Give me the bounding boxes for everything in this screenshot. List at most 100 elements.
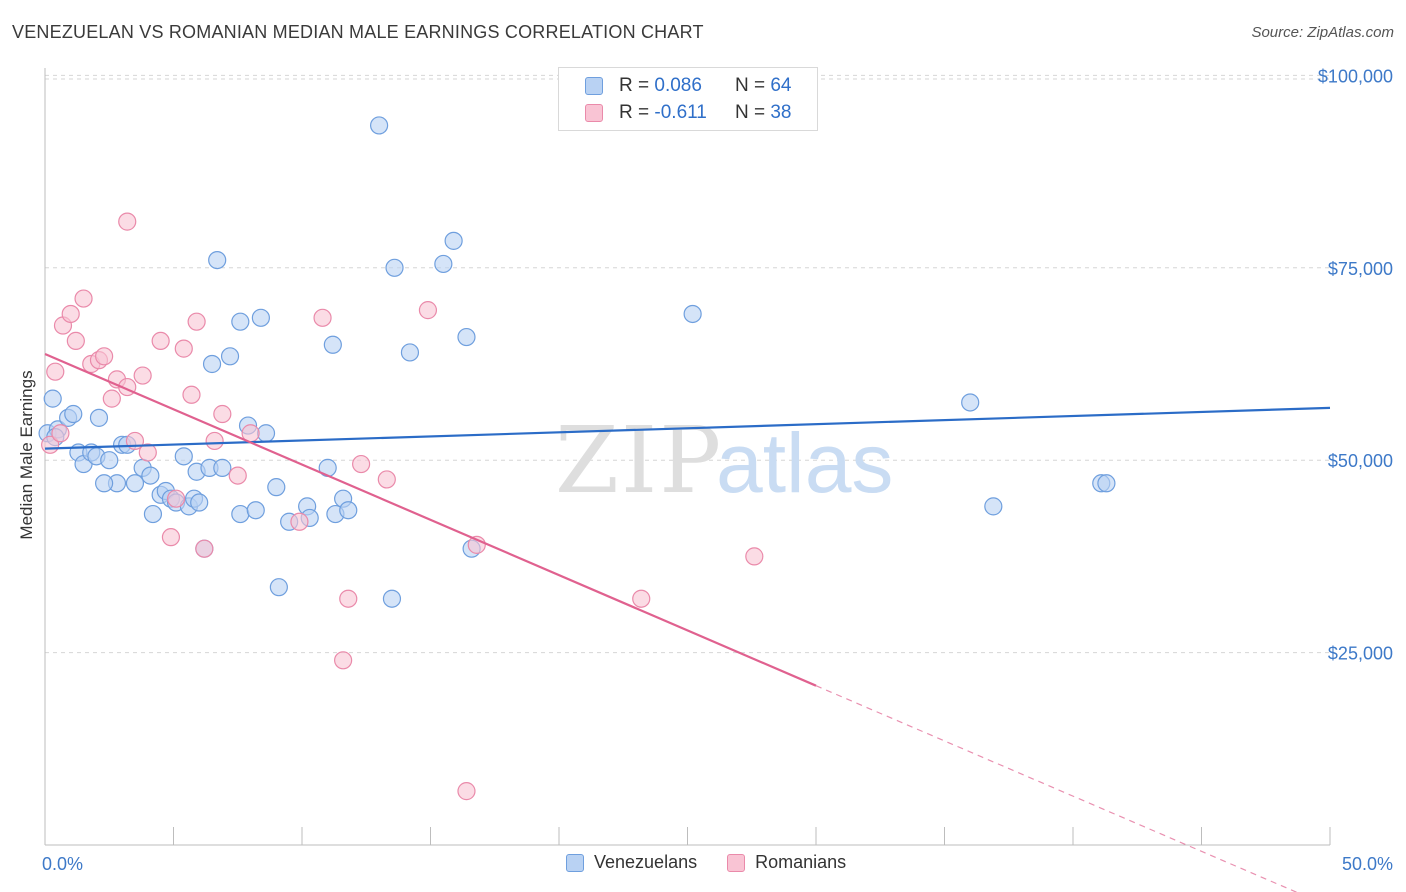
romanians-point [632,589,651,608]
y-tick-label: $50,000 [1328,451,1393,471]
romanians-point [138,443,157,462]
legend-r-label: R = [619,102,650,123]
venezuelans-point [444,231,463,250]
venezuelans-point [323,335,342,354]
venezuelans-point [143,504,163,524]
watermark: ZIP atlas [555,407,893,514]
y-tick-label: $75,000 [1328,259,1393,279]
romanians-points [41,212,764,801]
romanians-point [195,539,214,558]
romanians-point [290,512,309,531]
legend-r-label: R = [619,75,650,96]
romanians-point [61,304,80,324]
legend-row-venezuelans: R = 0.086 N = 64 [585,74,791,98]
legend-item-romanians: Romanians [727,852,846,873]
venezuelans-point [208,250,227,270]
venezuelans-point [64,404,83,424]
romanians-point [74,289,93,308]
venezuelans-swatch [585,77,603,95]
legend-n-value: 64 [770,75,792,96]
series-legend: Venezuelans Romanians [566,852,876,873]
legend-r-value: 0.086 [654,75,702,96]
y-tick-label: $100,000 [1318,66,1393,86]
romanians-point [228,466,247,485]
legend-n-label: N = [734,75,766,96]
venezuelans-point [1097,474,1116,493]
legend-r-value: -0.611 [654,102,707,123]
venezuelans-point [231,312,250,331]
venezuelans-point [382,589,402,608]
venezuelans-point [267,478,286,497]
romanians-legend-swatch [727,853,746,872]
venezuelans-point [370,116,389,135]
romanians-trend-extension [815,685,1298,892]
axes [44,68,1331,846]
venezuelans-point [100,451,119,470]
venezuelans-point [251,308,270,327]
venezuelans-point [220,347,240,366]
venezuelans-point [961,393,980,412]
romanians-point [313,308,332,327]
venezuelans-point [202,354,222,374]
romanians-trend-line [44,352,817,687]
venezuelans-point [434,254,453,274]
venezuelans-point [457,327,476,347]
y-tick-label: $25,000 [1328,644,1393,664]
x-tick-label-start: 0.0% [42,854,83,874]
trend-lines [44,352,1331,892]
venezuelans-point [385,258,404,277]
romanians-point [334,651,353,670]
legend-item-venezuelans: Venezuelans [566,852,697,873]
legend-n-value: 38 [770,102,792,123]
x-tick-labels: 0.0% 50.0% [42,854,1393,874]
watermark-atlas: atlas [716,416,893,510]
venezuelans-point [339,501,358,520]
romanians-point [352,454,371,474]
romanians-point [166,489,186,508]
romanians-point [174,339,193,358]
venezuelans-point [141,466,160,485]
venezuelans-point [246,501,265,520]
y-axis-label: Median Male Earnings [17,370,36,539]
romanians-point [339,589,358,608]
romanians-point [133,366,152,385]
venezuelans-point [43,389,62,408]
venezuelans-point [174,447,193,466]
romanians-point [46,362,65,381]
watermark-zip: ZIP [555,407,723,514]
romanians-point [161,528,181,547]
venezuelans-point [213,458,232,477]
venezuelans-point [400,343,420,362]
romanians-point [418,301,438,320]
venezuelans-point [95,474,114,493]
venezuelans-point [89,408,109,427]
legend-label-romanians: Romanians [755,852,847,872]
venezuelans-point [269,578,288,597]
romanians-point [66,331,85,351]
venezuelans-point [683,304,702,324]
romanians-point [457,782,476,801]
correlation-legend: R = 0.086 N = 64 R = -0.611 N = 38 [558,67,818,131]
romanians-point [187,312,206,331]
romanians-point [182,385,201,404]
legend-row-romanians: R = -0.611 N = 38 [585,101,791,125]
venezuelans-legend-swatch [566,853,584,872]
romanians-swatch [585,104,603,122]
chart-title: VENEZUELAN VS ROMANIAN MEDIAN MALE EARNI… [12,22,704,42]
romanians-point [745,547,764,566]
venezuelans-point [984,497,1003,516]
romanians-point [102,389,121,408]
venezuelans-point [190,493,209,512]
venezuelans-trend-line [44,406,1331,450]
venezuelans-point [256,424,276,443]
romanians-point [95,347,114,366]
source-label: Source: ZipAtlas.com [1251,24,1394,41]
venezuelans-point [125,474,145,493]
romanians-point [151,331,170,351]
romanians-point [213,404,232,424]
legend-n-label: N = [734,102,766,123]
x-tick-label-end: 50.0% [1342,854,1393,874]
venezuelans-points [38,116,1116,608]
romanians-point [377,470,396,489]
